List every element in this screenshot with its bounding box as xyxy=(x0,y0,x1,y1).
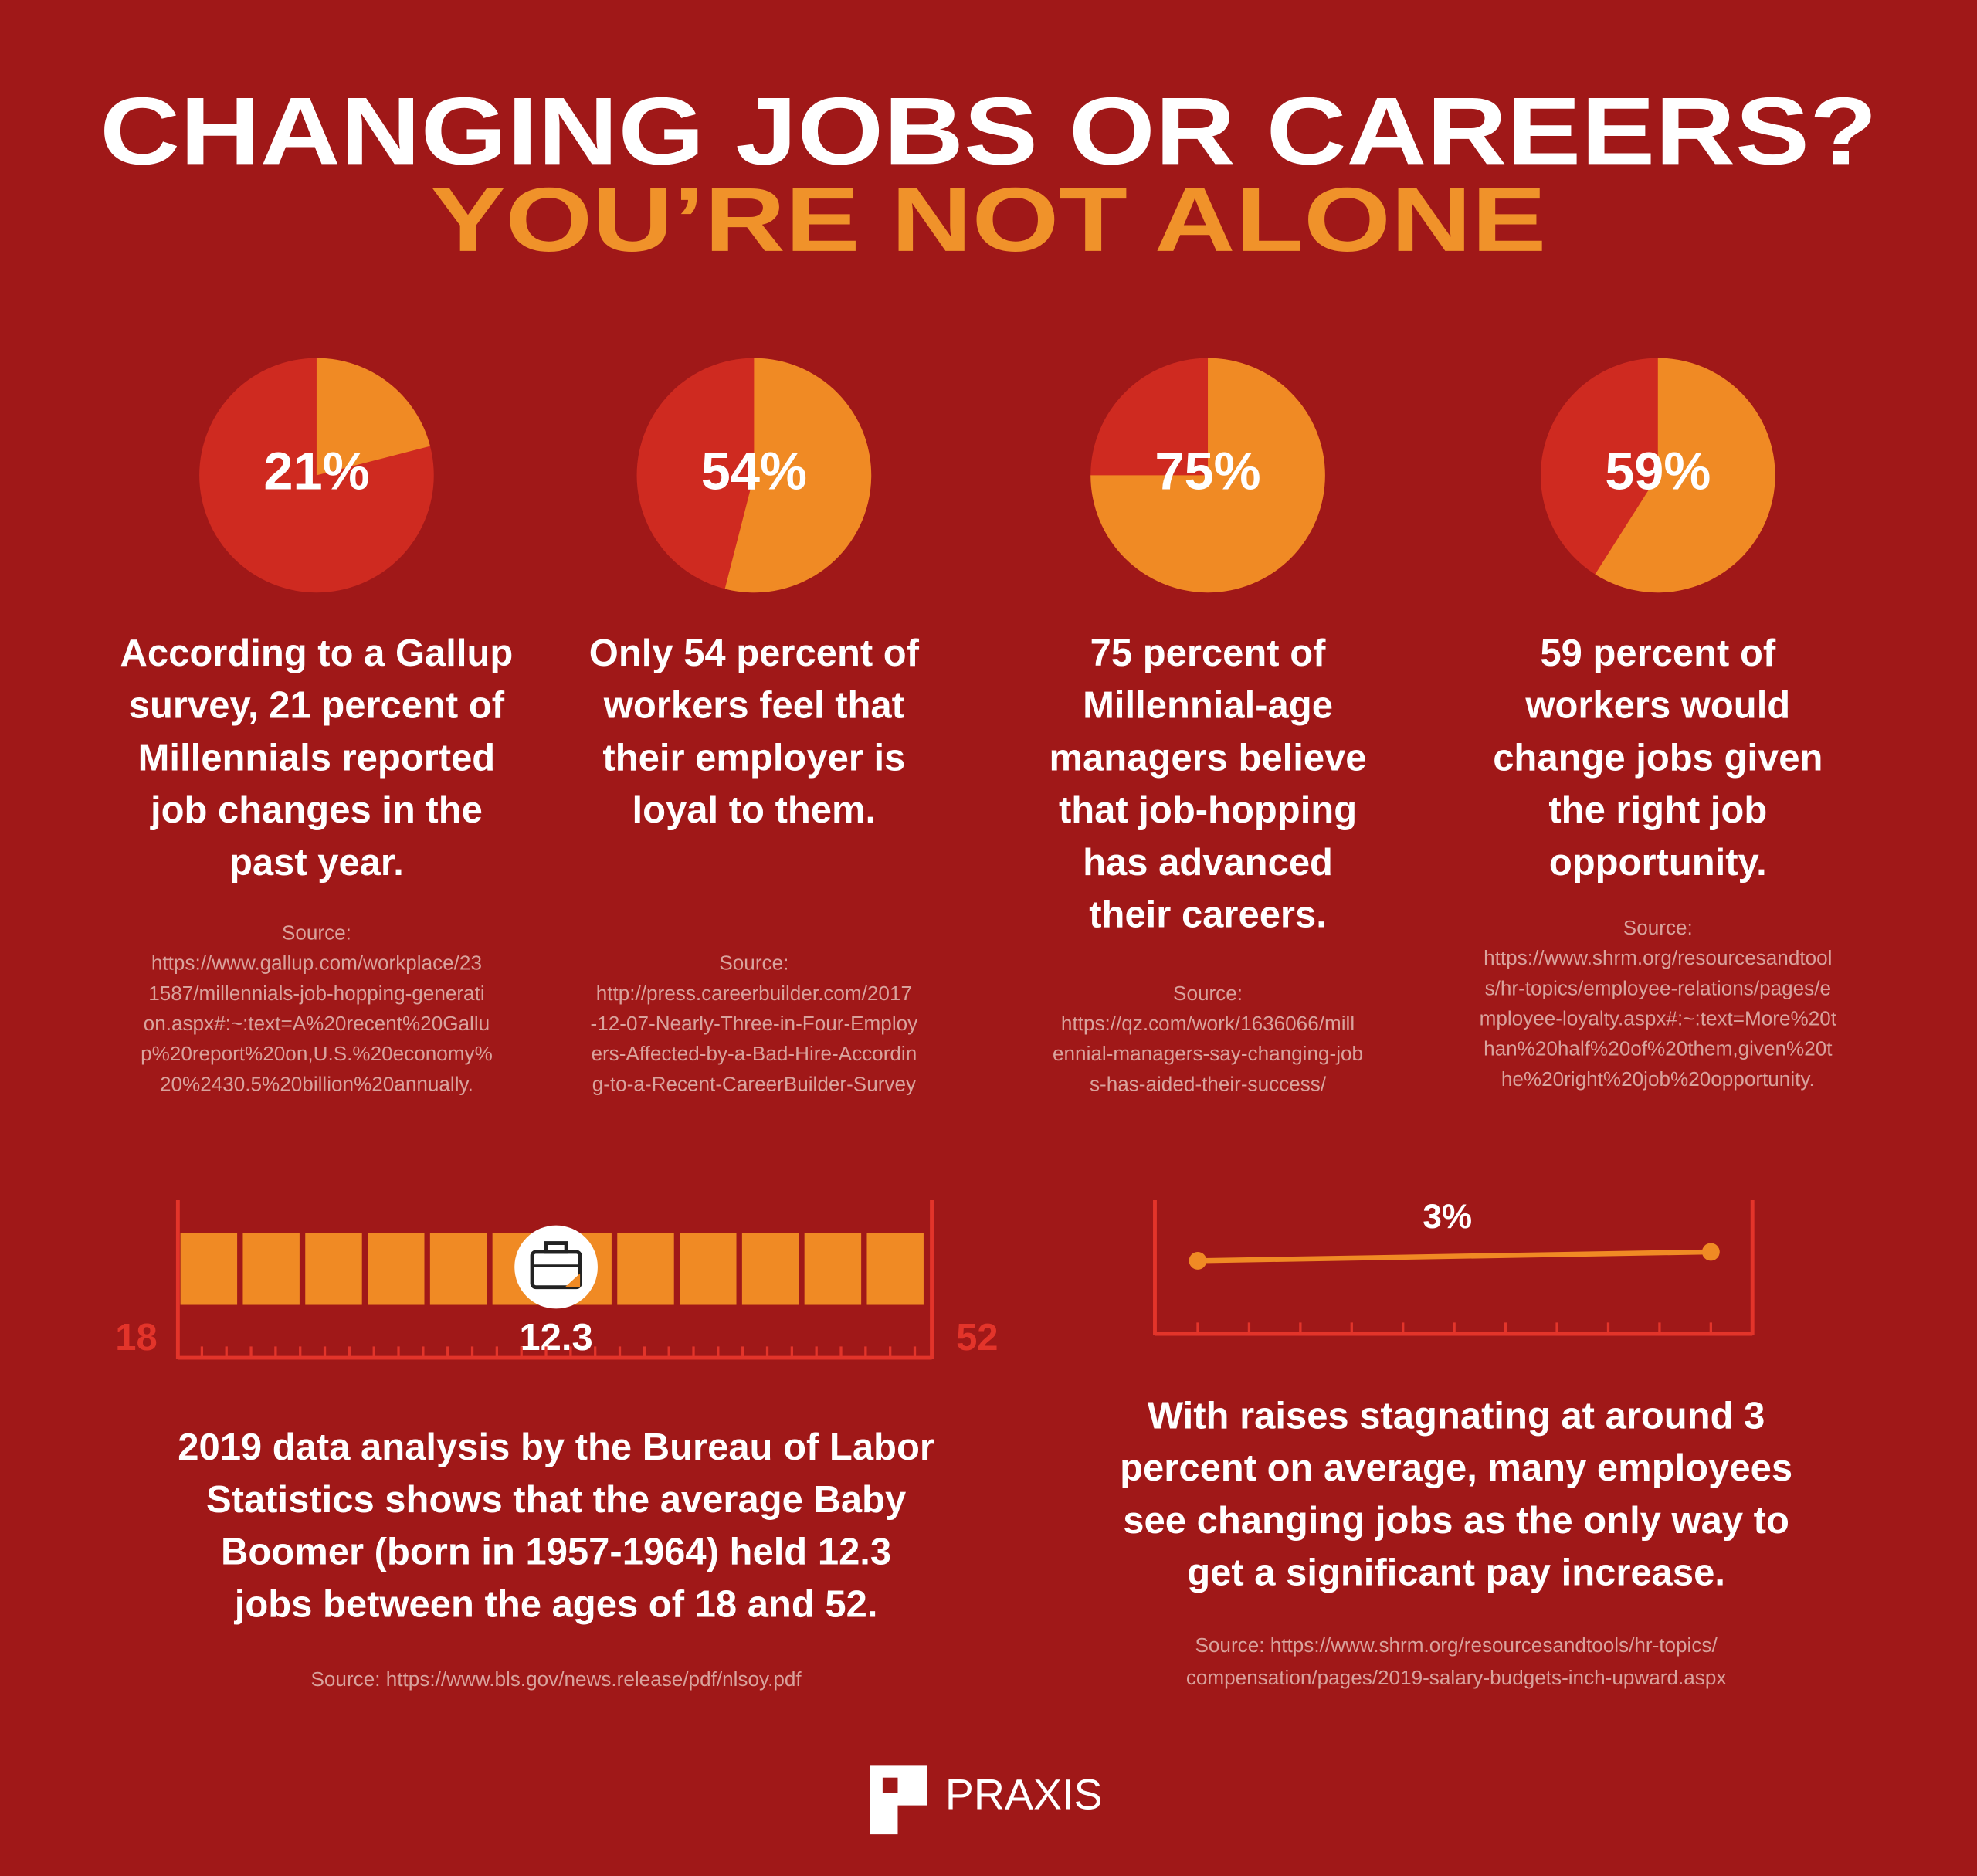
stat-source: Source: xyxy=(1623,916,1693,939)
age-bracket xyxy=(175,1200,934,1360)
pie-slice xyxy=(724,358,872,593)
raise-text: percent on average, many employees xyxy=(1120,1447,1792,1489)
age-end: 52 xyxy=(956,1317,998,1359)
pie-slice xyxy=(1595,358,1775,593)
stat-text: Millennial-age xyxy=(1083,685,1333,727)
raise-text: see changing jobs as the only way to xyxy=(1123,1500,1789,1542)
stat-source: http://press.careerbuilder.com/2017 xyxy=(596,982,912,1005)
stat-text: workers would xyxy=(1524,685,1790,727)
stat-source: he%20right%20job%20opportunity. xyxy=(1501,1067,1815,1091)
jobs-value: 12.3 xyxy=(519,1317,592,1359)
title: CHANGING JOBS OR CAREERS? xyxy=(100,78,1877,185)
briefcase-icon xyxy=(530,1241,582,1290)
raise-source: compensation/pages/2019-salary-budgets-i… xyxy=(1186,1666,1727,1689)
raise-label: 3% xyxy=(1423,1198,1472,1236)
stat-source: Source: xyxy=(1173,982,1243,1005)
job-block xyxy=(242,1233,300,1305)
stat-text: loyal to them. xyxy=(632,789,877,831)
stat-source: s/hr-topics/employee-relations/pages/e xyxy=(1485,976,1831,999)
stat-source: han%20half%20of%20them,given%20t xyxy=(1484,1037,1833,1060)
stat-source: Source: xyxy=(282,921,351,944)
logo-icon xyxy=(870,1765,927,1835)
stat-text: that job-hopping xyxy=(1059,789,1357,831)
stat-text: job changes in the xyxy=(150,789,483,831)
stat-source: ers-Affected-by-a-Bad-Hire-Accordin xyxy=(591,1042,917,1065)
stat-text: change jobs given xyxy=(1493,737,1823,779)
stat-text: workers feel that xyxy=(603,685,904,727)
raise-source: Source: https://www.shrm.org/resourcesan… xyxy=(1195,1633,1718,1657)
jobs-text: Boomer (born in 1957-1964) held 12.3 xyxy=(221,1532,891,1573)
pie-label: 21% xyxy=(263,442,369,501)
jobs-text: jobs between the ages of 18 and 52. xyxy=(234,1583,878,1625)
job-block xyxy=(429,1233,487,1305)
job-block xyxy=(180,1233,238,1305)
raise-line xyxy=(1197,1249,1711,1264)
raise-dot xyxy=(1701,1243,1720,1261)
stat-text: their employer is xyxy=(602,737,905,779)
stat-text: survey, 21 percent of xyxy=(129,685,505,727)
pie-label: 54% xyxy=(701,442,807,501)
job-block xyxy=(866,1233,924,1305)
jobs-source: Source: https://www.bls.gov/news.release… xyxy=(311,1667,802,1691)
stat-source: 20%2430.5%20billion%20annually. xyxy=(160,1072,473,1095)
stat-text: opportunity. xyxy=(1549,842,1767,884)
stat-text: Millennials reported xyxy=(138,737,496,779)
stat-source: g-to-a-Recent-CareerBuilder-Survey xyxy=(592,1072,916,1095)
stat-text: Only 54 percent of xyxy=(589,633,920,674)
stat-source: 1587/millennials-job-hopping-generati xyxy=(148,982,484,1005)
stat-text: According to a Gallup xyxy=(120,633,514,674)
age-start: 18 xyxy=(115,1317,157,1359)
jobs-text: Statistics shows that the average Baby xyxy=(206,1479,906,1521)
raise-dot xyxy=(1189,1251,1207,1270)
job-block xyxy=(804,1233,862,1305)
stat-source: https://qz.com/work/1636066/mill xyxy=(1061,1012,1355,1035)
stat-source: https://www.gallup.com/workplace/23 xyxy=(151,952,482,975)
job-block xyxy=(680,1233,737,1305)
stat-source: on.aspx#:~:text=A%20recent%20Gallu xyxy=(144,1012,490,1035)
pie-label: 75% xyxy=(1155,442,1260,501)
job-block xyxy=(368,1233,425,1305)
job-block xyxy=(617,1233,674,1305)
stat-text: their careers. xyxy=(1089,894,1327,936)
stat-source: ennial-managers-say-changing-job xyxy=(1053,1042,1363,1065)
brand: PRAXIS xyxy=(945,1770,1103,1818)
subtitle: YOU’RE NOT ALONE xyxy=(431,169,1547,270)
pie-slice xyxy=(1090,358,1325,593)
stat-source: Source: xyxy=(719,952,788,975)
stat-source: https://www.shrm.org/resourcesandtool xyxy=(1484,946,1832,969)
stat-source: mployee-loyalty.aspx#:~:text=More%20t xyxy=(1480,1006,1837,1030)
job-block xyxy=(741,1233,799,1305)
raise-text: get a significant pay increase. xyxy=(1187,1552,1725,1594)
raise-text: With raises stagnating at around 3 xyxy=(1148,1395,1765,1437)
stat-text: 75 percent of xyxy=(1090,633,1326,674)
job-blocks xyxy=(180,1233,924,1305)
stat-text: managers believe xyxy=(1050,737,1367,779)
stat-text: 59 percent of xyxy=(1540,633,1775,674)
job-block xyxy=(305,1233,362,1305)
pie-label: 59% xyxy=(1605,442,1711,501)
stat-source: s-has-aided-their-success/ xyxy=(1090,1072,1327,1095)
stat-source: -12-07-Nearly-Three-in-Four-Employ xyxy=(591,1012,918,1035)
stat-text: the right job xyxy=(1548,789,1767,831)
pie-slice xyxy=(316,358,430,476)
stat-text: has advanced xyxy=(1083,842,1333,884)
stat-text: past year. xyxy=(229,842,404,884)
jobs-text: 2019 data analysis by the Bureau of Labo… xyxy=(178,1427,934,1468)
stat-source: p%20report%20on,U.S.%20economy% xyxy=(141,1042,493,1065)
